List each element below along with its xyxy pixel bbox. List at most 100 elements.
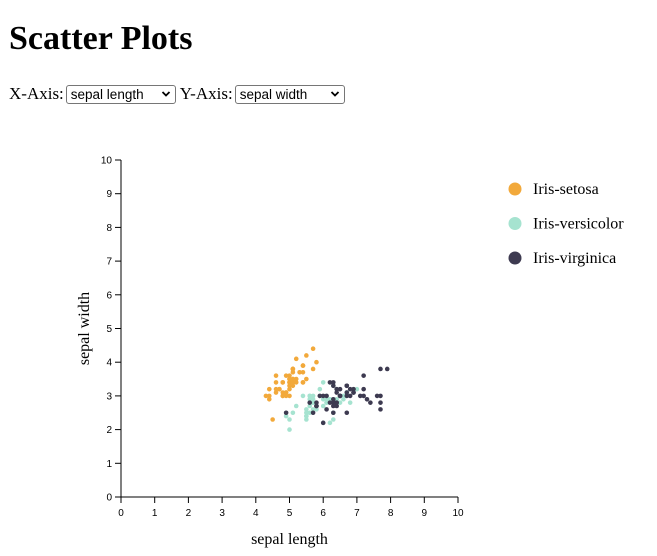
data-point-iris-virginica — [378, 400, 383, 405]
x-tick-label: 1 — [152, 508, 158, 519]
data-point-iris-versicolor — [320, 380, 326, 385]
data-point-iris-versicolor — [320, 396, 326, 402]
x-axis-select[interactable]: sepal length — [65, 84, 176, 104]
data-point-iris-setosa — [310, 346, 316, 352]
y-tick-label: 6 — [106, 290, 112, 301]
x-axis-label: X-Axis: — [9, 84, 64, 103]
data-point-iris-setosa — [283, 390, 289, 395]
data-point-iris-virginica — [361, 393, 366, 399]
chevron-down-icon — [330, 91, 339, 97]
data-point-iris-versicolor — [307, 393, 313, 399]
y-tick-label: 8 — [106, 223, 112, 234]
legend-marker-iris-setosa — [508, 182, 522, 196]
data-point-iris-virginica — [331, 380, 336, 385]
y-axis-label: Y-Axis: — [179, 84, 233, 103]
data-point-iris-setosa — [290, 383, 296, 389]
y-tick-label: 5 — [106, 324, 112, 335]
x-tick-label: 9 — [422, 508, 428, 519]
data-point-iris-versicolor — [310, 407, 316, 412]
data-point-iris-versicolor — [304, 413, 309, 419]
data-point-iris-virginica — [320, 420, 326, 426]
y-tick-label: 7 — [106, 257, 112, 268]
data-point-iris-versicolor — [304, 407, 309, 412]
data-point-iris-versicolor — [334, 396, 339, 402]
data-point-iris-virginica — [324, 393, 329, 399]
data-point-iris-setosa — [277, 386, 282, 392]
data-point-iris-virginica — [344, 410, 350, 416]
y-tick-label: 0 — [106, 493, 112, 504]
data-point-iris-virginica — [320, 393, 326, 399]
data-point-iris-setosa — [287, 386, 292, 392]
data-point-iris-versicolor — [310, 393, 316, 399]
data-point-iris-setosa — [280, 393, 286, 399]
data-point-iris-virginica — [351, 386, 356, 392]
data-point-iris-setosa — [293, 356, 299, 362]
y-tick-label: 10 — [101, 156, 113, 167]
data-point-iris-virginica — [364, 396, 370, 402]
x-axis-title: sepal length — [251, 531, 328, 548]
y-tick-label: 3 — [106, 391, 112, 402]
x-axis-select-value: sepal length — [70, 86, 144, 102]
y-tick-label: 2 — [106, 425, 112, 436]
data-point-iris-setosa — [290, 366, 296, 372]
data-point-iris-setosa — [273, 373, 279, 378]
data-point-iris-setosa — [304, 353, 309, 358]
data-point-iris-virginica — [337, 393, 343, 399]
data-point-iris-versicolor — [331, 417, 336, 422]
y-tick-label: 1 — [106, 459, 112, 470]
x-tick-label: 7 — [354, 508, 360, 519]
data-point-iris-setosa — [300, 363, 306, 368]
y-tick-label: 4 — [106, 358, 112, 369]
data-point-iris-versicolor — [283, 413, 289, 419]
data-point-iris-setosa — [280, 390, 286, 395]
data-point-iris-setosa — [273, 386, 279, 392]
data-point-iris-versicolor — [307, 410, 313, 416]
data-point-iris-virginica — [361, 386, 366, 392]
legend-marker-iris-virginica — [508, 251, 522, 265]
data-point-iris-virginica — [331, 396, 336, 402]
data-point-iris-setosa — [266, 396, 272, 402]
x-tick-label: 2 — [186, 508, 192, 519]
data-point-iris-setosa — [287, 373, 292, 378]
data-point-iris-virginica — [317, 393, 323, 399]
y-axis-select-value: sepal width — [239, 86, 308, 102]
y-axis-select[interactable]: sepal width — [234, 84, 345, 104]
axis-controls: X-Axis: sepal length Y-Axis: sepal width — [9, 84, 349, 104]
data-point-iris-setosa — [290, 370, 296, 375]
data-point-iris-virginica — [334, 386, 339, 392]
data-point-iris-versicolor — [324, 396, 329, 402]
data-point-iris-virginica — [374, 393, 380, 399]
data-point-iris-setosa — [290, 376, 296, 382]
data-point-iris-virginica — [327, 380, 333, 385]
data-point-iris-virginica — [357, 393, 363, 399]
data-point-iris-virginica — [344, 390, 350, 395]
data-point-iris-virginica — [384, 366, 390, 372]
data-point-iris-virginica — [368, 400, 373, 405]
data-point-iris-versicolor — [290, 410, 296, 416]
data-point-iris-setosa — [283, 373, 289, 378]
data-point-iris-versicolor — [287, 417, 292, 422]
data-point-iris-versicolor — [327, 420, 333, 426]
data-point-iris-virginica — [344, 393, 350, 399]
data-point-iris-virginica — [331, 410, 336, 416]
y-axis-title: sepal width — [76, 292, 93, 365]
data-point-iris-versicolor — [327, 396, 333, 402]
data-point-iris-setosa — [300, 380, 306, 385]
data-point-iris-virginica — [310, 410, 316, 416]
data-point-iris-virginica — [331, 400, 336, 405]
data-point-iris-setosa — [263, 393, 269, 399]
data-point-iris-versicolor — [307, 403, 313, 409]
legend-label: Iris-versicolor — [533, 216, 624, 233]
data-point-iris-virginica — [347, 393, 353, 399]
data-point-iris-versicolor — [310, 396, 316, 402]
data-point-iris-versicolor — [293, 403, 299, 409]
data-point-iris-setosa — [287, 383, 292, 389]
data-point-iris-virginica — [337, 386, 343, 392]
data-point-iris-virginica — [314, 400, 319, 405]
x-tick-label: 6 — [320, 508, 326, 519]
data-point-iris-setosa — [293, 380, 299, 385]
x-tick-label: 10 — [452, 508, 464, 519]
data-point-iris-virginica — [327, 400, 333, 405]
data-point-iris-setosa — [293, 376, 299, 382]
